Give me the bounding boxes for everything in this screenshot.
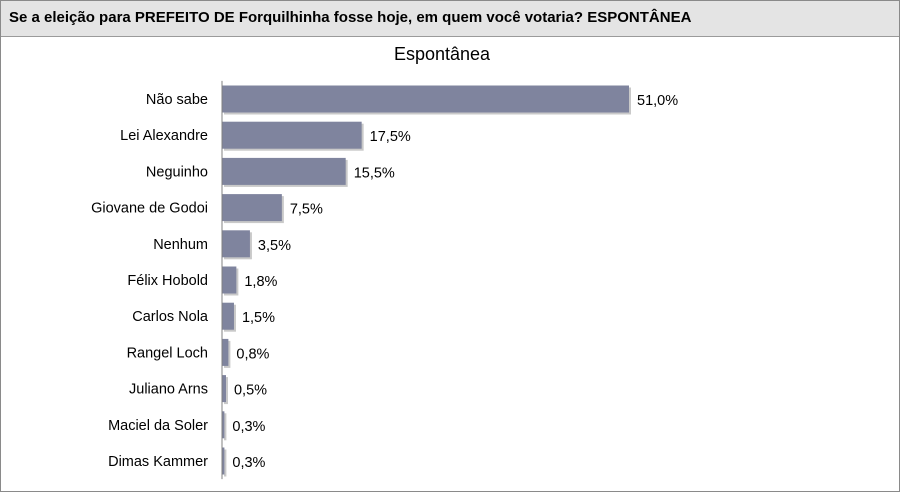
- value-label: 0,5%: [234, 383, 267, 399]
- bar: [222, 447, 225, 475]
- category-label: Rangel Loch: [127, 345, 208, 361]
- value-label: 3,5%: [258, 238, 291, 254]
- category-label: Não sabe: [146, 92, 208, 108]
- bar-shadow: [224, 449, 227, 477]
- category-label: Juliano Arns: [129, 382, 208, 398]
- bar: [222, 85, 629, 113]
- value-label: 0,3%: [232, 419, 265, 435]
- bar-shadow: [224, 377, 228, 405]
- category-label: Maciel da Soler: [108, 418, 208, 434]
- bar: [222, 121, 362, 149]
- value-label: 1,8%: [244, 274, 277, 290]
- value-label: 17,5%: [370, 129, 411, 145]
- category-label: Lei Alexandre: [120, 128, 208, 144]
- bar: [222, 411, 225, 439]
- bar: [222, 375, 226, 403]
- bar: [222, 157, 346, 185]
- chart-title: Espontânea: [394, 44, 491, 64]
- bar: [222, 338, 229, 366]
- question-header: Se a eleição para PREFEITO DE Forquilhin…: [1, 1, 899, 37]
- bar: [222, 230, 250, 258]
- category-label: Giovane de Godoi: [91, 201, 208, 217]
- bar: [222, 266, 237, 294]
- bar: [222, 302, 234, 330]
- bars-group: Não sabe 51,0% Lei Alexandre 17,5% Neguinho 1…: [91, 85, 678, 477]
- category-label: Neguinho: [146, 164, 208, 180]
- value-label: 15,5%: [354, 165, 395, 181]
- value-label: 7,5%: [290, 202, 323, 218]
- category-label: Nenhum: [153, 237, 208, 253]
- category-label: Carlos Nola: [132, 309, 209, 325]
- value-label: 0,8%: [236, 346, 269, 362]
- bar-shadow: [224, 413, 227, 441]
- value-label: 0,3%: [232, 455, 265, 471]
- category-label: Dimas Kammer: [108, 454, 208, 470]
- value-label: 1,5%: [242, 310, 275, 326]
- category-label: Félix Hobold: [127, 273, 208, 289]
- value-label: 51,0%: [637, 93, 678, 109]
- bar: [222, 194, 282, 222]
